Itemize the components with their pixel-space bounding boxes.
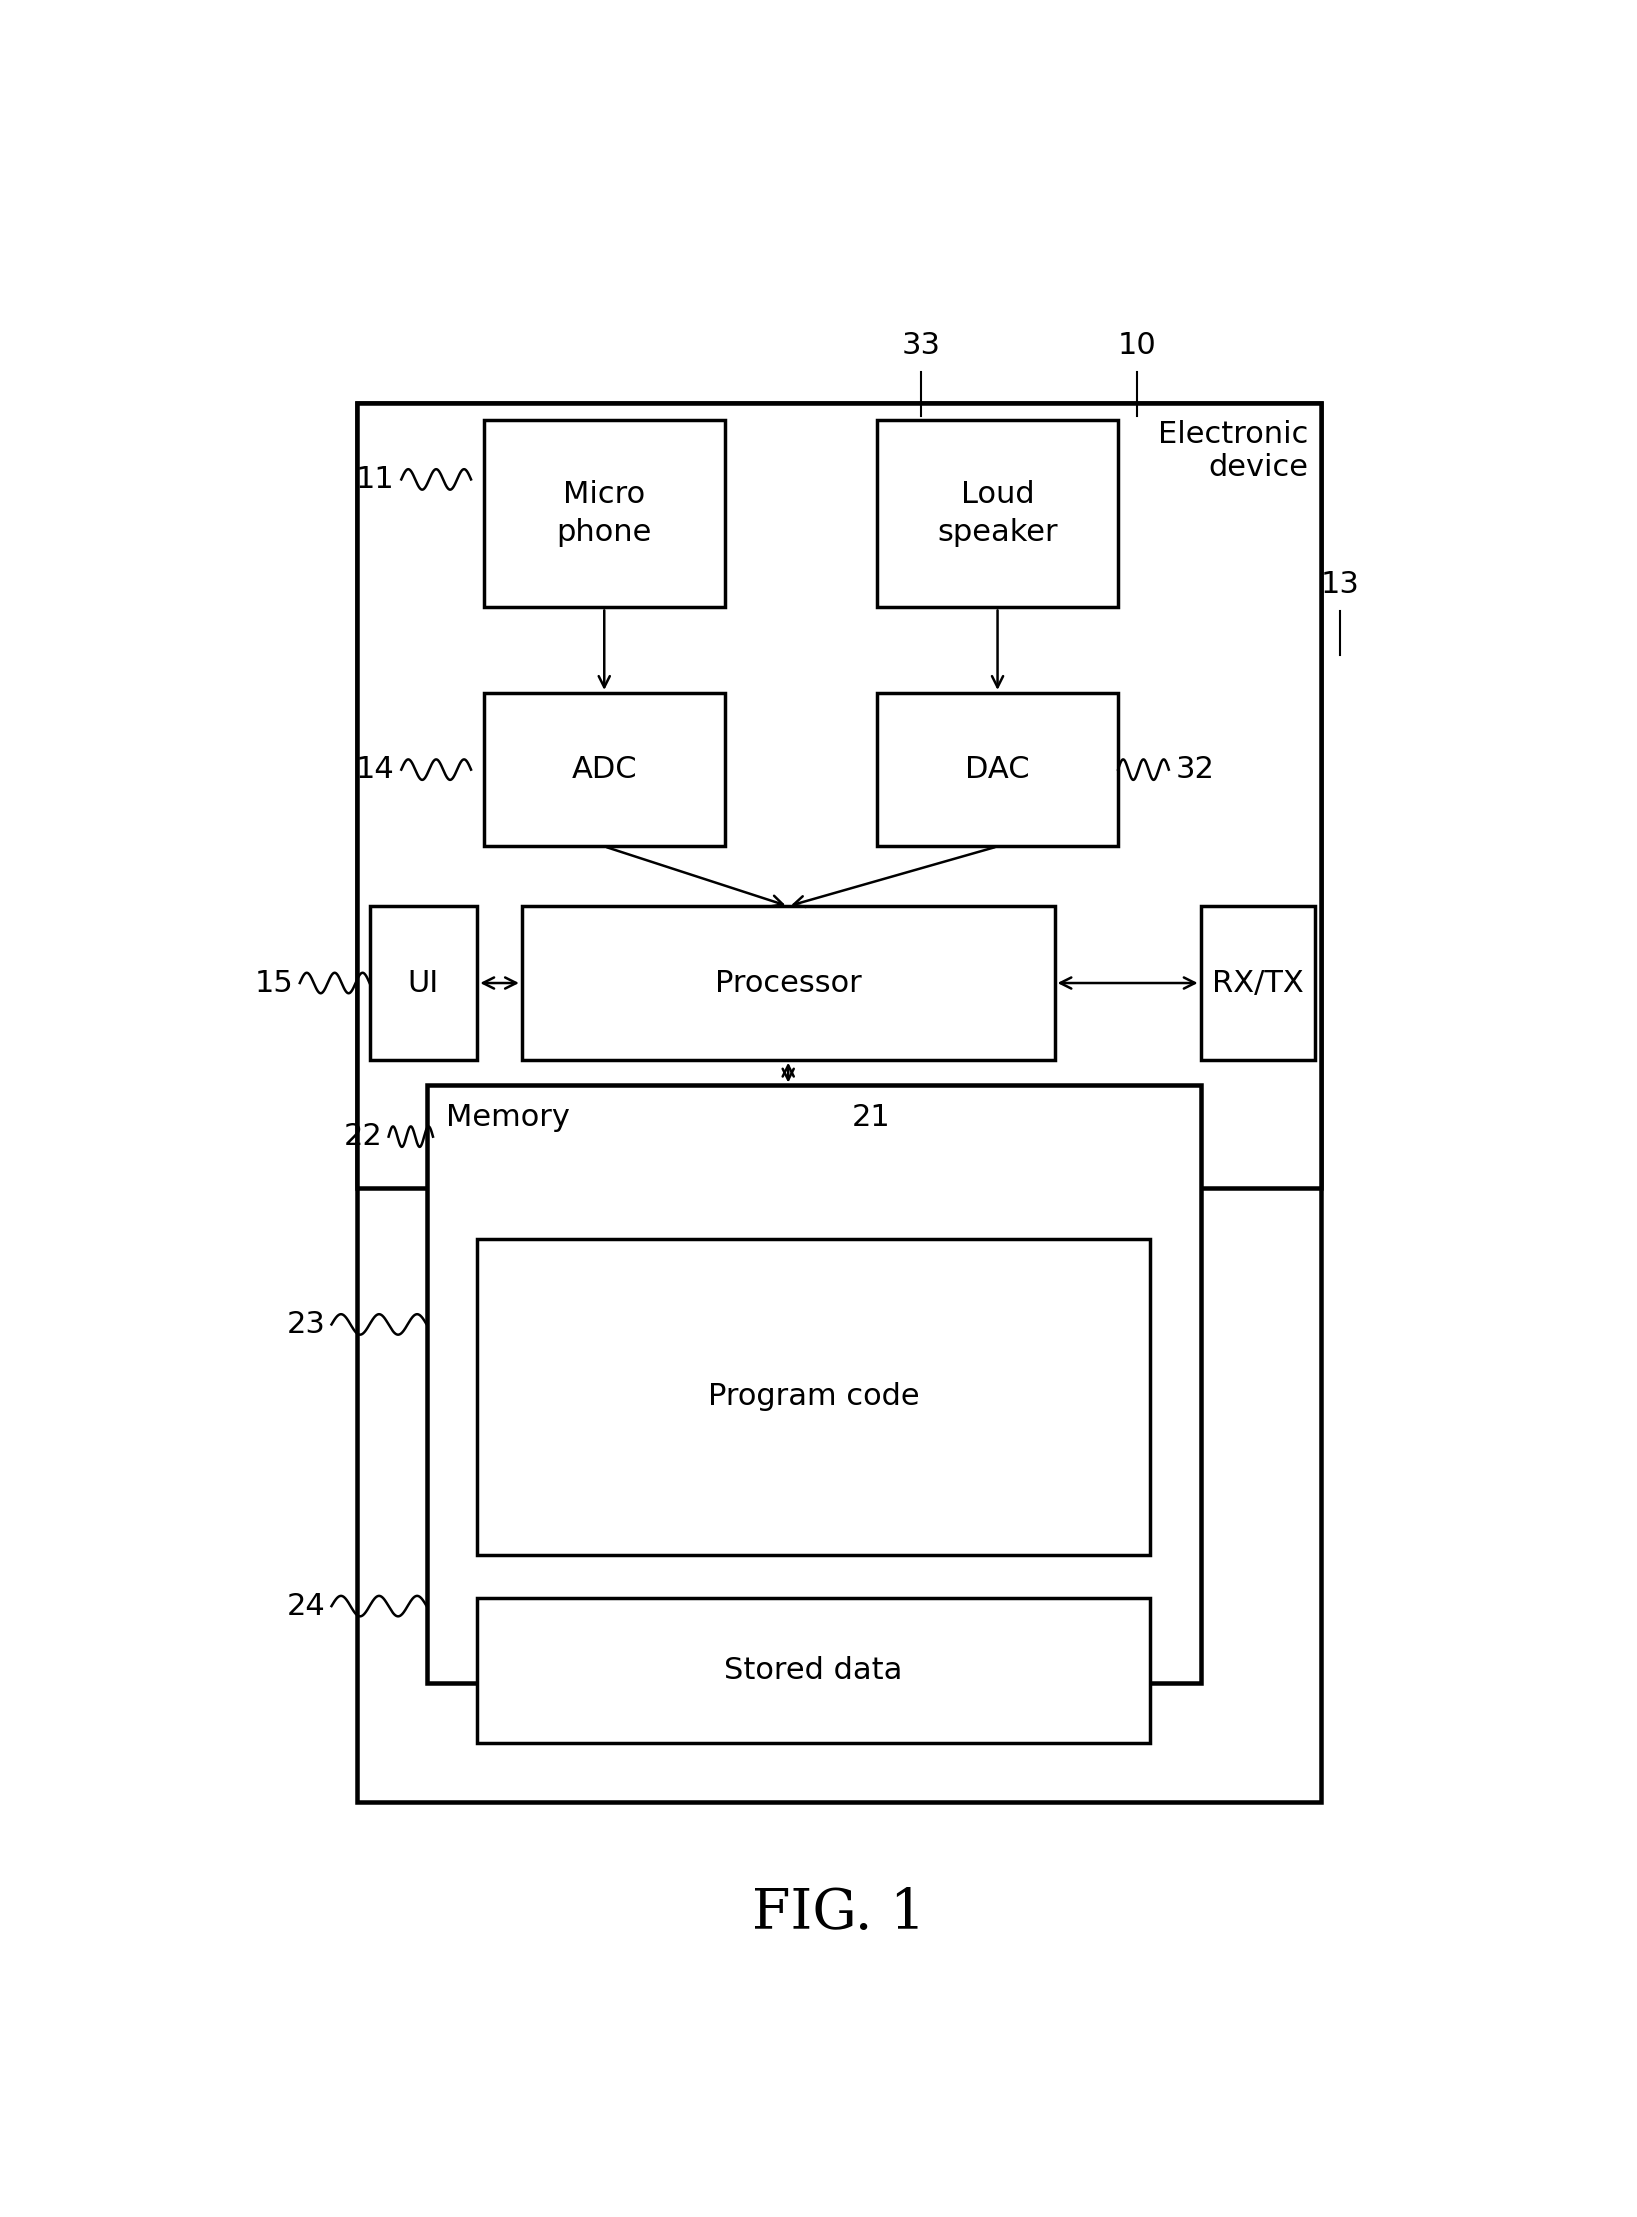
Text: 11: 11 xyxy=(357,466,395,494)
Bar xyxy=(478,1239,1149,1554)
Text: Loud
speaker: Loud speaker xyxy=(938,479,1058,548)
Bar xyxy=(877,419,1118,607)
Text: Micro
phone: Micro phone xyxy=(557,479,652,548)
Text: DAC: DAC xyxy=(966,756,1030,785)
Text: FIG. 1: FIG. 1 xyxy=(753,1887,925,1940)
Bar xyxy=(877,692,1118,847)
Text: Memory: Memory xyxy=(445,1102,570,1131)
Text: 22: 22 xyxy=(344,1122,381,1151)
Text: 14: 14 xyxy=(357,756,395,785)
Bar xyxy=(478,1598,1149,1743)
Text: 24: 24 xyxy=(286,1592,326,1621)
Bar xyxy=(370,907,478,1060)
Text: RX/TX: RX/TX xyxy=(1211,969,1303,998)
Bar xyxy=(1200,907,1315,1060)
Text: Stored data: Stored data xyxy=(725,1656,902,1685)
Text: Program code: Program code xyxy=(707,1383,920,1412)
Text: 13: 13 xyxy=(1321,570,1359,599)
Text: 33: 33 xyxy=(902,330,941,359)
Text: Processor: Processor xyxy=(715,969,861,998)
Bar xyxy=(357,403,1321,1802)
Bar xyxy=(357,403,1321,1188)
Text: 23: 23 xyxy=(286,1310,326,1339)
Bar xyxy=(522,907,1054,1060)
Bar xyxy=(485,692,725,847)
Text: 10: 10 xyxy=(1118,330,1156,359)
Text: 21: 21 xyxy=(851,1102,891,1131)
Text: 15: 15 xyxy=(255,969,293,998)
Bar xyxy=(485,419,725,607)
Text: Electronic
device: Electronic device xyxy=(1157,419,1308,483)
Text: 32: 32 xyxy=(1175,756,1215,785)
Text: UI: UI xyxy=(408,969,439,998)
Text: ADC: ADC xyxy=(571,756,637,785)
Bar xyxy=(427,1086,1200,1683)
